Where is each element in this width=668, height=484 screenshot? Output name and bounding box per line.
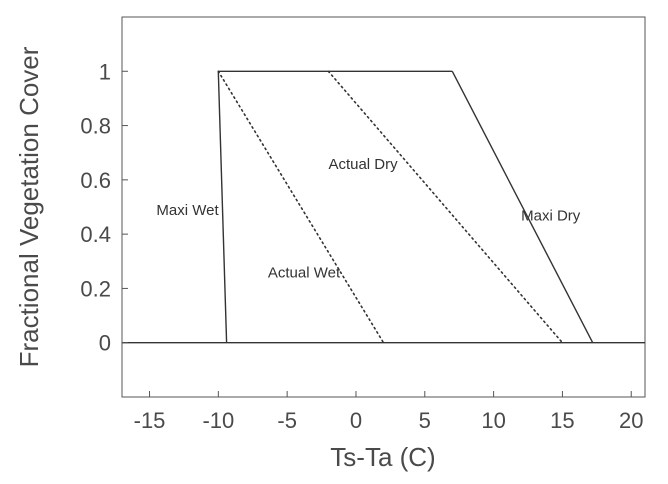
x-ticks: -15 -10 -5 0 5 10 15 20 xyxy=(134,391,643,433)
series-line-actual-wet xyxy=(217,70,385,344)
annotation-maxi-wet: Maxi Wet xyxy=(156,202,219,219)
series-line-maxi-wet xyxy=(217,71,228,343)
series-line-maxi-dry xyxy=(451,70,594,344)
x-tick-label: 10 xyxy=(481,408,505,433)
y-tick-label: 0.4 xyxy=(80,222,111,247)
x-tick-label: 20 xyxy=(619,408,643,433)
y-ticks: 0 0.2 0.4 0.6 0.8 1 xyxy=(80,59,128,356)
y-tick-label: 0.8 xyxy=(80,114,111,139)
x-axis-title: Ts-Ta (C) xyxy=(330,442,435,472)
x-tick-label: 0 xyxy=(350,408,362,433)
x-tick-label: -10 xyxy=(202,408,234,433)
x-tick-label: 15 xyxy=(550,408,574,433)
plot-frame xyxy=(121,16,646,398)
x-tick-label: 5 xyxy=(419,408,431,433)
annotations: Maxi Wet Actual Wet Actual Dry Maxi Dry xyxy=(156,156,580,282)
annotation-maxi-dry: Maxi Dry xyxy=(521,208,581,225)
x-tick-label: -5 xyxy=(277,408,297,433)
series-layer xyxy=(122,70,645,344)
y-tick-label: 1 xyxy=(99,59,111,84)
y-tick-label: 0 xyxy=(99,331,111,356)
x-tick-label: -15 xyxy=(134,408,166,433)
y-tick-label: 0.2 xyxy=(80,276,111,301)
annotation-actual-wet: Actual Wet xyxy=(268,265,341,282)
y-axis-title: Fractional Vegetation Cover xyxy=(14,46,44,367)
y-tick-label: 0.6 xyxy=(80,168,111,193)
series-line-actual-dry xyxy=(327,70,564,344)
annotation-actual-dry: Actual Dry xyxy=(328,156,398,173)
